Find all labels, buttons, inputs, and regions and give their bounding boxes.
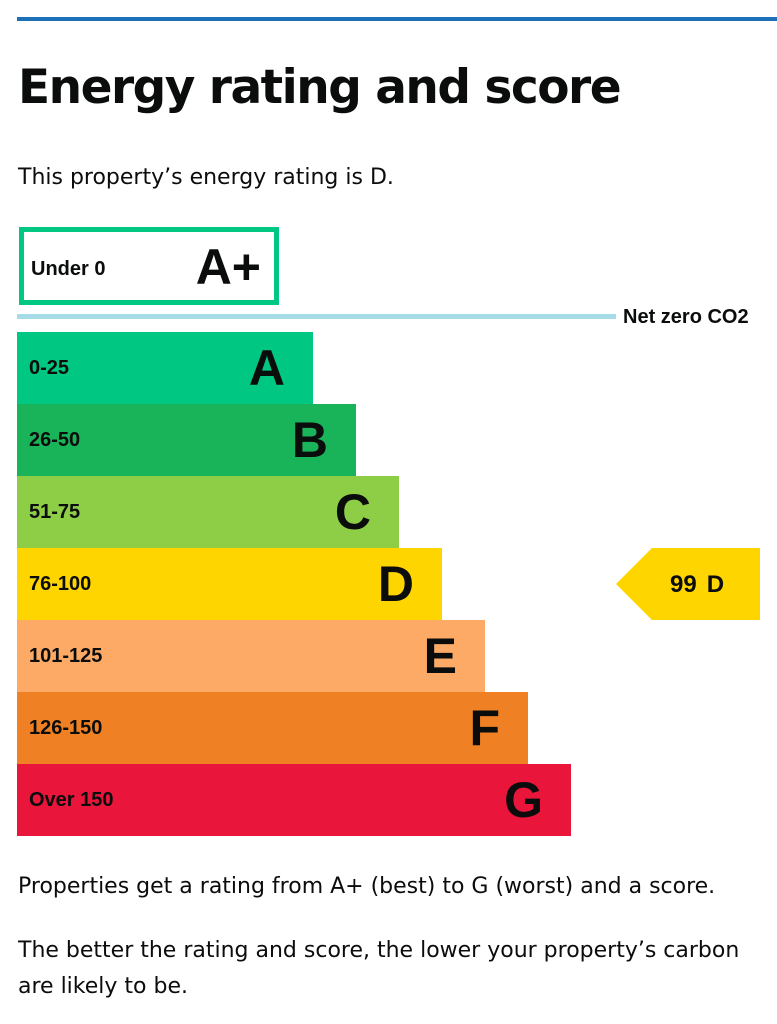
- current-rating-indicator: 99 D: [616, 548, 760, 620]
- indicator-arrow-shape: [616, 548, 760, 620]
- band-g-letter: G: [504, 772, 543, 828]
- band-e-letter: E: [423, 628, 457, 684]
- band-g-range: Over 150: [29, 789, 114, 811]
- rating-benefit-line-2: are likely to be.: [18, 974, 188, 999]
- band-aplus-range: Under 0: [31, 258, 106, 280]
- band-f-letter: F: [469, 700, 500, 756]
- band-b-range: 26-50: [29, 429, 81, 451]
- rating-bands: 0-25 A 26-50 B 51-75 C 76-100 D 101-125 …: [17, 332, 577, 836]
- band-g: Over 150 G: [17, 764, 571, 836]
- band-d: 76-100 D: [17, 548, 442, 620]
- current-letter: D: [706, 571, 725, 598]
- top-rule: [17, 17, 777, 21]
- band-f-range: 126-150: [29, 717, 103, 739]
- current-score: 99: [670, 571, 697, 598]
- band-d-letter: D: [377, 556, 414, 612]
- band-f: 126-150 F: [17, 692, 528, 764]
- net-zero-line: [17, 314, 616, 319]
- indicator-label: 99 D: [670, 571, 724, 599]
- band-e-range: 101-125: [29, 645, 103, 667]
- band-c-letter: C: [334, 484, 371, 540]
- band-a-range: 0-25: [29, 357, 70, 379]
- net-zero-label: Net zero CO2: [623, 306, 749, 328]
- band-c-range: 51-75: [29, 501, 81, 523]
- page-title: Energy rating and score: [18, 60, 622, 115]
- rating-benefit-text: The better the rating and score, the low…: [18, 933, 777, 1005]
- band-a: 0-25 A: [17, 332, 313, 404]
- rating-explanation: Properties get a rating from A+ (best) t…: [18, 874, 716, 899]
- rating-benefit-line-1: The better the rating and score, the low…: [18, 938, 740, 963]
- band-a-letter: A: [248, 340, 285, 396]
- band-c: 51-75 C: [17, 476, 399, 548]
- band-b-letter: B: [291, 412, 328, 468]
- band-aplus: Under 0 A+: [19, 227, 279, 305]
- band-aplus-letter: A+: [195, 239, 261, 295]
- band-e: 101-125 E: [17, 620, 485, 692]
- band-b: 26-50 B: [17, 404, 356, 476]
- energy-rating-summary: This property’s energy rating is D.: [18, 165, 394, 190]
- band-d-range: 76-100: [29, 573, 92, 595]
